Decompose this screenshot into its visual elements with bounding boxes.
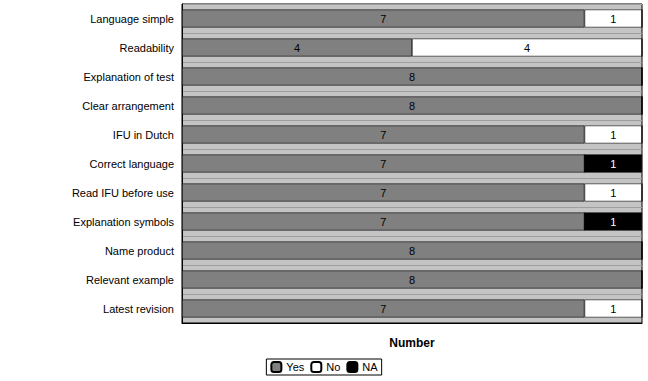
svg-text:7: 7 (380, 216, 386, 228)
svg-text:4: 4 (524, 42, 530, 54)
svg-text:Yes: Yes (286, 361, 304, 373)
svg-text:NA: NA (362, 361, 378, 373)
svg-text:7: 7 (380, 158, 386, 170)
svg-text:7: 7 (380, 129, 386, 141)
svg-text:8: 8 (409, 245, 415, 257)
svg-text:7: 7 (380, 13, 386, 25)
svg-text:Language simple: Language simple (90, 13, 174, 25)
svg-text:Explanation symbols: Explanation symbols (73, 216, 174, 228)
svg-text:8: 8 (409, 100, 415, 112)
svg-text:7: 7 (380, 303, 386, 315)
svg-text:1: 1 (610, 216, 616, 228)
svg-text:4: 4 (294, 42, 300, 54)
svg-text:Number: Number (389, 336, 435, 350)
svg-text:8: 8 (409, 71, 415, 83)
svg-text:1: 1 (610, 129, 616, 141)
svg-text:Read IFU before use: Read IFU before use (72, 187, 174, 199)
svg-text:Relevant example: Relevant example (86, 274, 174, 286)
svg-text:1: 1 (610, 158, 616, 170)
svg-text:Latest revision: Latest revision (103, 303, 174, 315)
svg-text:1: 1 (610, 187, 616, 199)
svg-text:Correct language: Correct language (90, 158, 174, 170)
svg-text:1: 1 (610, 13, 616, 25)
svg-text:7: 7 (380, 187, 386, 199)
svg-text:Explanation of test: Explanation of test (83, 71, 174, 83)
svg-text:No: No (326, 361, 340, 373)
svg-text:Clear arrangement: Clear arrangement (82, 100, 174, 112)
svg-text:1: 1 (610, 303, 616, 315)
svg-text:Name product: Name product (105, 245, 174, 257)
svg-text:8: 8 (409, 274, 415, 286)
svg-text:Readability: Readability (120, 42, 175, 54)
svg-text:IFU in Dutch: IFU in Dutch (113, 129, 174, 141)
